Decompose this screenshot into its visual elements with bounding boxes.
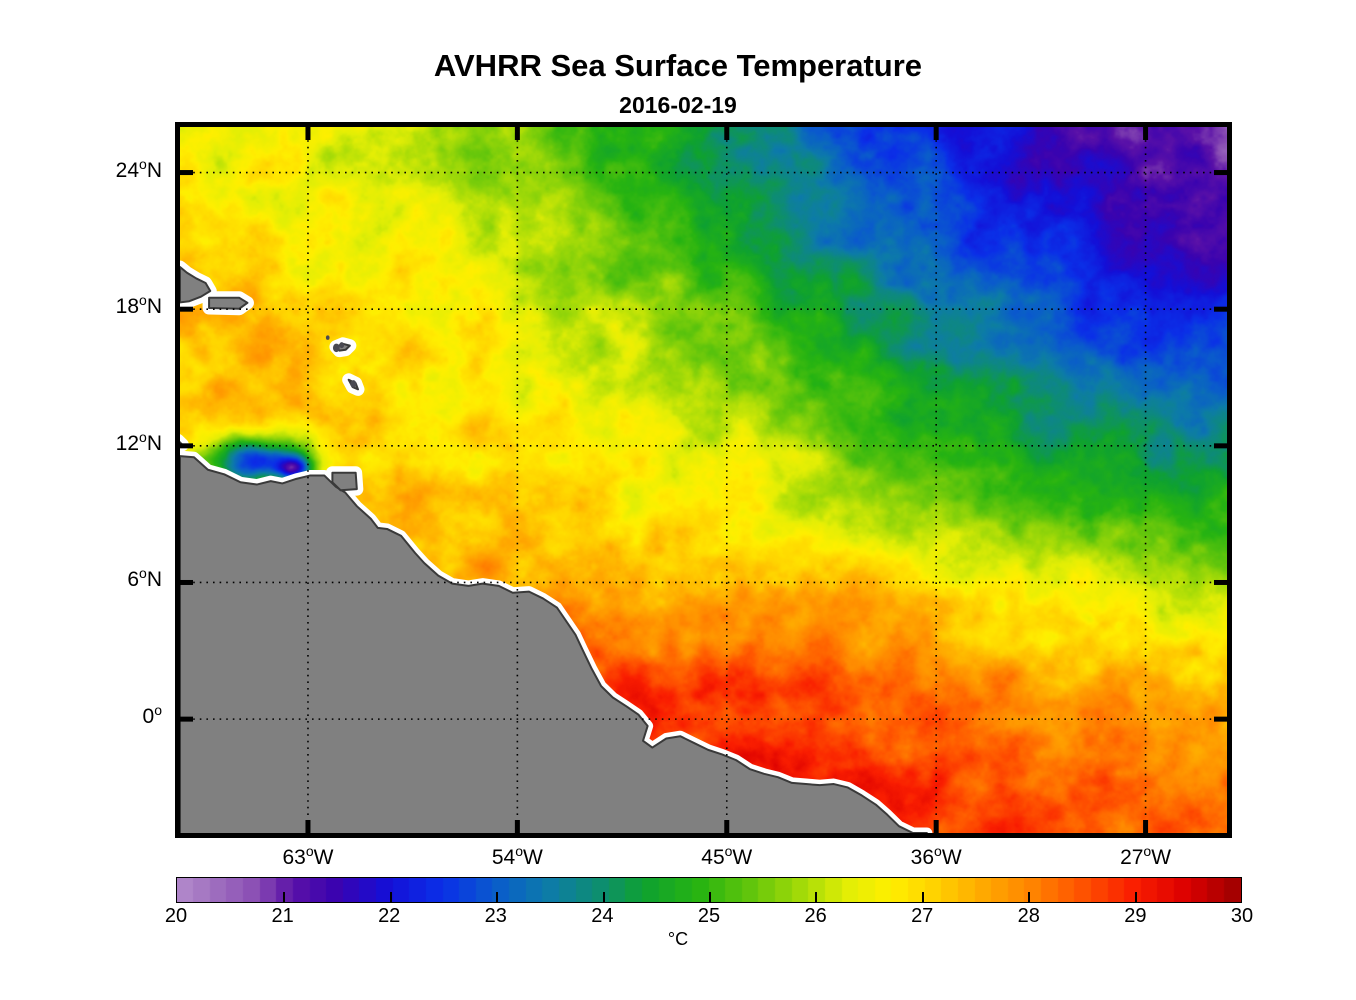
colorbar-tick-marks xyxy=(177,878,1241,902)
colorbar[interactable] xyxy=(176,877,1242,903)
colorbar-tick-label-28: 28 xyxy=(1017,905,1040,927)
colorbar-unit-label: °C xyxy=(667,929,689,949)
figure-date-subtitle: 2016-02-19 xyxy=(619,92,737,118)
colorbar-tick-label-22: 22 xyxy=(378,905,401,927)
colorbar-tick xyxy=(709,892,711,902)
landmass-puerto-rico xyxy=(208,296,249,310)
colorbar-tick xyxy=(389,892,392,902)
x-tick-label-45W: 45oW xyxy=(701,843,753,869)
x-tick-label-27W: 27oW xyxy=(1120,843,1172,869)
colorbar-tick-label-27: 27 xyxy=(911,905,934,927)
landmass-hispaniola-main xyxy=(180,266,212,304)
y-tick-label-6N: 18oN xyxy=(115,292,162,319)
colorbar-tick xyxy=(815,892,818,902)
colorbar-tick xyxy=(1134,892,1137,902)
colorbar-tick xyxy=(283,892,286,902)
colorbar-tick-label-26: 26 xyxy=(804,905,827,927)
map-plot-area[interactable] xyxy=(175,122,1232,838)
y-tick-label-18N: 6oN xyxy=(127,565,162,592)
landmass-trinidad xyxy=(331,471,358,492)
colorbar-tick xyxy=(496,892,499,902)
colorbar-tick-label-24: 24 xyxy=(591,905,614,927)
x-tick-label-54W: 54oW xyxy=(491,843,543,869)
landmass-south-america xyxy=(180,455,928,833)
y-tick-label-12N: 12oN xyxy=(115,428,162,455)
colorbar-tick-label-30: 30 xyxy=(1230,905,1254,927)
page-title: AVHRR Sea Surface Temperature xyxy=(433,48,923,83)
colorbar-tick xyxy=(921,892,924,902)
colorbar-tick-label-29: 29 xyxy=(1124,905,1147,927)
colorbar-tick-label-21: 21 xyxy=(271,905,294,927)
x-tick-label-36W: 36oW xyxy=(910,843,962,869)
map-canvas-container xyxy=(180,127,1227,833)
colorbar-tick-label-23: 23 xyxy=(484,905,507,927)
island-montserrat xyxy=(325,335,330,340)
island-barbuda xyxy=(339,342,345,349)
colorbar-tick xyxy=(602,892,605,902)
land-mask-layer xyxy=(180,260,933,833)
colorbar-tick xyxy=(1028,892,1031,902)
island-antigua xyxy=(332,343,340,353)
x-tick-label-63W: 63oW xyxy=(282,843,334,869)
colorbar-tick-label-25: 25 xyxy=(697,905,721,927)
y-tick-label-24N: 0o xyxy=(142,702,162,729)
island-martinique-speck xyxy=(350,380,357,388)
y-tick-label-0: 24oN xyxy=(115,155,162,182)
colorbar-tick-label-20: 20 xyxy=(164,905,188,927)
